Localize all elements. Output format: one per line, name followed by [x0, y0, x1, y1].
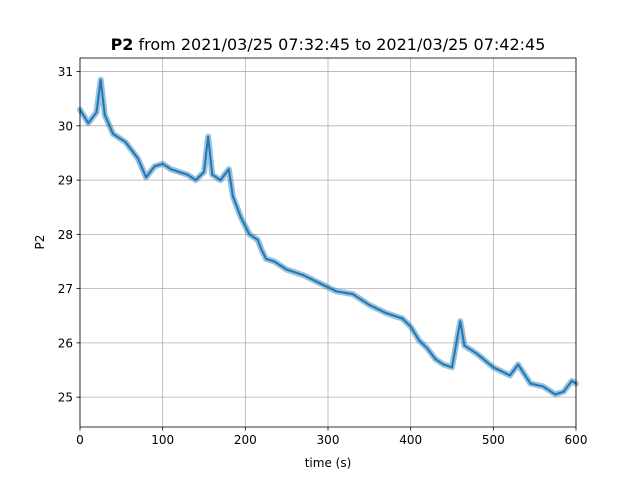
- data-point: [153, 165, 156, 168]
- data-point: [145, 176, 147, 179]
- data-point: [87, 122, 90, 124]
- data-point: [203, 171, 205, 173]
- x-tick-label: 400: [399, 433, 422, 447]
- y-tick-label: 31: [58, 65, 73, 79]
- data-point: [207, 135, 209, 138]
- data-point: [104, 114, 106, 116]
- data-point: [186, 173, 189, 176]
- data-point: [112, 133, 114, 135]
- y-tick-label: 28: [58, 228, 73, 242]
- data-point: [265, 257, 267, 260]
- data-point: [302, 274, 305, 276]
- data-point: [562, 390, 565, 393]
- data-point: [228, 168, 230, 171]
- data-point: [463, 344, 466, 347]
- x-tick-label: 200: [234, 433, 257, 447]
- y-tick-label: 27: [58, 282, 73, 296]
- data-point: [318, 282, 321, 284]
- data-point: [571, 380, 573, 382]
- x-tick-label: 600: [565, 433, 588, 447]
- chart-title: P2 from 2021/03/25 07:32:45 to 2021/03/2…: [111, 35, 546, 54]
- data-point: [401, 317, 404, 320]
- data-point: [451, 366, 453, 369]
- data-point: [335, 290, 338, 293]
- data-point: [99, 78, 102, 81]
- x-tick-label: 0: [76, 433, 84, 447]
- data-point: [240, 217, 242, 219]
- data-point: [434, 358, 437, 360]
- data-point: [459, 320, 462, 322]
- data-point: [194, 179, 197, 181]
- data-point: [409, 325, 412, 328]
- data-point: [219, 179, 222, 181]
- data-point: [232, 195, 234, 198]
- data-point: [517, 363, 519, 366]
- data-point: [418, 339, 420, 341]
- data-point: [261, 249, 263, 252]
- x-tick-label: 500: [482, 433, 505, 447]
- data-point: [542, 385, 544, 388]
- y-tick-label: 30: [58, 119, 73, 133]
- x-axis-label: time (s): [305, 456, 352, 470]
- data-point: [170, 168, 172, 171]
- data-point: [161, 163, 164, 165]
- data-point: [285, 268, 288, 271]
- data-point: [529, 382, 532, 385]
- data-point: [178, 171, 180, 173]
- y-axis-label: P2: [33, 235, 47, 250]
- data-point: [509, 374, 511, 377]
- x-tick-label: 300: [317, 433, 340, 447]
- data-point: [248, 233, 251, 236]
- data-point: [95, 111, 98, 114]
- data-point: [137, 157, 139, 160]
- data-point: [426, 347, 429, 350]
- data-point: [442, 363, 445, 366]
- data-point: [273, 260, 276, 263]
- data-point: [385, 312, 387, 314]
- y-tick-label: 25: [58, 391, 73, 405]
- data-point: [554, 393, 557, 396]
- x-tick-label: 100: [151, 433, 174, 447]
- ticks: 0 100 200 300 400 500 600 25 26 27 28 29 30 31: [58, 65, 588, 447]
- series: [77, 76, 579, 398]
- data-point: [256, 238, 259, 241]
- data-point: [368, 304, 371, 306]
- data-point: [124, 141, 127, 143]
- grid: [79, 58, 577, 427]
- data-point: [476, 352, 478, 355]
- data-point: [211, 173, 214, 176]
- y-tick-label: 26: [58, 336, 73, 350]
- data-point: [352, 293, 354, 295]
- chart-title-variable: P2: [111, 35, 134, 54]
- y-tick-label: 29: [58, 174, 73, 188]
- chart-title-range: from 2021/03/25 07:32:45 to 2021/03/25 0…: [133, 35, 545, 54]
- data-point: [492, 366, 495, 369]
